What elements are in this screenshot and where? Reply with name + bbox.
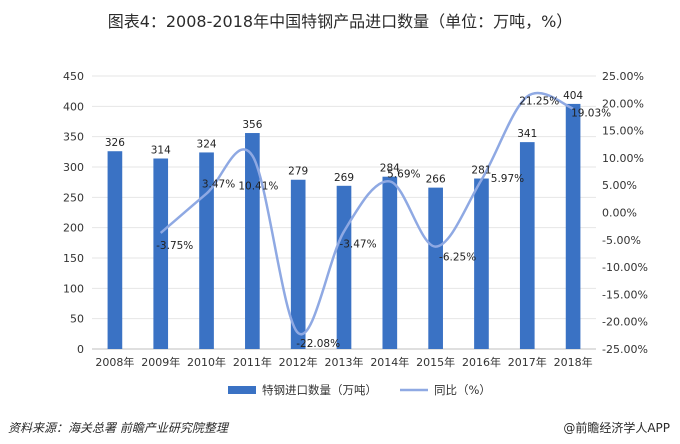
bar xyxy=(474,178,489,349)
bar-data-label: 326 xyxy=(105,137,125,149)
brand-text: @前瞻经济学人APP xyxy=(563,421,670,435)
x-tick-label: 2011年 xyxy=(233,355,272,369)
line-data-label: 3.47% xyxy=(202,179,235,191)
line-data-label: 5.97% xyxy=(491,173,524,185)
label-layer: 326 314 324 356 279 269 284 266 281 341 404 -3.75% 3… xyxy=(105,90,611,350)
legend-line-label: 同比（%） xyxy=(434,383,491,397)
bar-data-label: 341 xyxy=(517,128,537,140)
y-left-tick-label: 50 xyxy=(70,313,84,326)
x-tick-label: 2014年 xyxy=(370,355,409,369)
x-tick-label: 2008年 xyxy=(95,355,134,369)
x-tick-label: 2010年 xyxy=(187,355,226,369)
bar xyxy=(428,187,443,349)
chart-title: 图表4：2008-2018年中国特钢产品进口数量（单位：万吨，%） xyxy=(107,12,573,31)
line-data-label: 21.25% xyxy=(519,95,559,107)
y-left-tick-label: 100 xyxy=(63,282,84,295)
line-data-label: 19.03% xyxy=(571,108,611,120)
bar-data-label: 324 xyxy=(197,138,217,150)
line-layer xyxy=(159,91,574,336)
x-tick-label: 2016年 xyxy=(462,355,501,369)
line-data-label: 10.41% xyxy=(238,181,278,193)
y-right-tick-label: 10.00% xyxy=(602,152,644,165)
line-data-label: -6.25% xyxy=(439,252,476,264)
y-right-tick-label: 20.00% xyxy=(602,97,644,110)
bar-data-label: 269 xyxy=(334,172,354,184)
bar-data-label: 279 xyxy=(288,166,308,178)
bar xyxy=(336,185,352,349)
y-right-tick-label: -15.00% xyxy=(602,288,648,301)
x-tick-label: 2013年 xyxy=(325,355,364,369)
bar-data-label: 314 xyxy=(151,145,171,157)
y-right-tick-label: -5.00% xyxy=(602,234,641,247)
y-right-tick-label: 5.00% xyxy=(602,179,637,192)
bar-data-label: 266 xyxy=(426,174,446,186)
axis-layer: 0 50 100 150 200 250 300 350 400 450 -25.00% -20.00… xyxy=(63,70,648,369)
y-left-tick-label: 400 xyxy=(63,100,84,113)
y-left-tick-label: 0 xyxy=(77,343,84,356)
growth-line xyxy=(159,91,574,336)
line-data-label: 5.69% xyxy=(387,168,420,180)
y-left-tick-label: 150 xyxy=(63,252,84,265)
x-tick-label: 2012年 xyxy=(279,355,318,369)
bar xyxy=(519,142,535,349)
line-data-label: -3.47% xyxy=(339,238,376,250)
y-right-tick-label: -20.00% xyxy=(602,316,648,329)
line-data-label: -3.75% xyxy=(156,240,193,252)
bar xyxy=(245,133,260,349)
bar-data-label: 284 xyxy=(380,163,400,175)
x-tick-label: 2009年 xyxy=(141,355,180,369)
y-left-tick-label: 250 xyxy=(63,191,84,204)
bar xyxy=(199,152,214,349)
bar xyxy=(565,103,581,349)
source-text: 资料来源：海关总署 前瞻产业研究院整理 xyxy=(8,421,228,435)
bar xyxy=(153,158,169,349)
x-tick-label: 2017年 xyxy=(508,355,547,369)
x-tick-label: 2018年 xyxy=(554,355,593,369)
y-right-tick-label: 15.00% xyxy=(602,125,644,138)
y-left-tick-label: 200 xyxy=(63,222,84,235)
y-left-tick-label: 300 xyxy=(63,161,84,174)
bar-layer xyxy=(107,103,581,349)
bar-data-label: 404 xyxy=(563,90,583,102)
bar xyxy=(290,179,306,349)
bar-data-label: 356 xyxy=(242,119,262,131)
line-data-label: -22.08% xyxy=(296,338,340,350)
legend-bar-swatch xyxy=(228,386,256,394)
bar-data-label: 281 xyxy=(471,165,491,177)
legend-layer: 特钢进口数量（万吨） 同比（%） xyxy=(228,383,491,397)
y-right-tick-label: -10.00% xyxy=(602,261,648,274)
bar xyxy=(382,176,398,349)
y-left-tick-label: 450 xyxy=(63,70,84,83)
legend-bar-label: 特钢进口数量（万吨） xyxy=(262,383,377,397)
y-right-tick-label: 0.00% xyxy=(602,207,637,220)
x-tick-label: 2015年 xyxy=(416,355,455,369)
y-left-tick-label: 350 xyxy=(63,131,84,144)
y-right-tick-label: -25.00% xyxy=(602,343,648,356)
bar xyxy=(107,151,123,349)
y-right-tick-label: 25.00% xyxy=(602,70,644,83)
